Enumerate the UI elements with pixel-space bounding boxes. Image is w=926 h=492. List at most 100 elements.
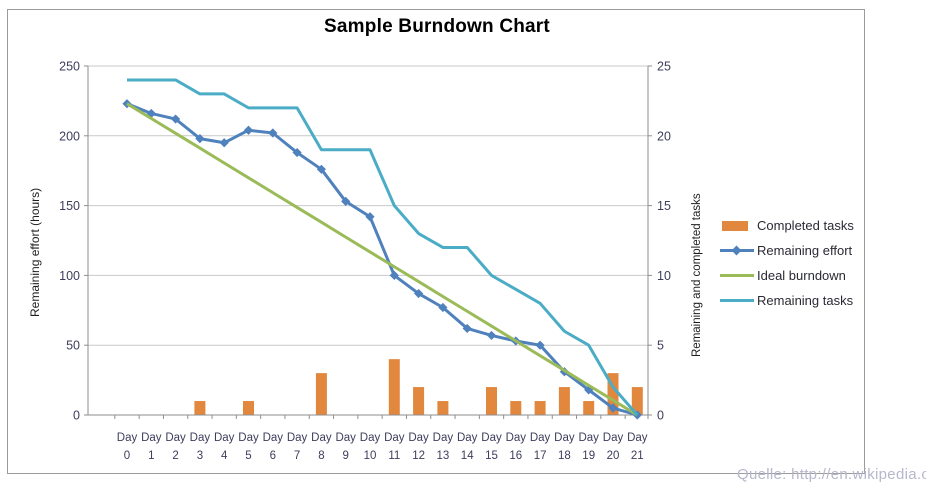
x-axis-label-number: 5 <box>245 450 251 462</box>
remaining-tasks-line <box>127 78 639 416</box>
remaining-effort-marker <box>389 270 399 280</box>
x-axis-label-number: 12 <box>412 450 425 462</box>
bar-completed-tasks <box>315 373 327 415</box>
remaining-effort-marker <box>365 212 375 222</box>
right-axis-tick-label: 10 <box>657 269 671 283</box>
bar-completed-tasks <box>194 401 206 415</box>
x-axis-label-number: 19 <box>582 450 595 462</box>
x-axis-label-word: Day <box>238 432 259 444</box>
remaining-effort-marker <box>195 133 205 144</box>
bar-completed-tasks <box>534 401 546 415</box>
legend-label: Ideal burndown <box>757 268 846 283</box>
x-axis-label-word: Day <box>408 432 429 444</box>
remaining-effort-marker <box>171 114 181 124</box>
x-axis-label-number: 17 <box>534 450 547 462</box>
legend: Completed tasks Remaining effort Ideal b… <box>720 213 854 313</box>
x-axis-label-word: Day <box>457 432 478 444</box>
right-axis-tick-label: 20 <box>657 129 671 143</box>
bar-completed-tasks <box>607 373 619 415</box>
remaining-effort-marker <box>486 330 497 341</box>
x-axis-label-word: Day <box>117 432 138 444</box>
x-axis-label-number: 21 <box>631 450 644 462</box>
chart-title: Sample Burndown Chart <box>324 16 550 37</box>
left-axis-tick-label: 0 <box>73 409 80 423</box>
remaining-effort-marker <box>316 164 326 174</box>
x-axis-label-number: 15 <box>485 450 498 462</box>
left-axis-tick-label: 250 <box>59 60 80 74</box>
ideal-burndown-line <box>126 102 639 417</box>
bar-completed-tasks <box>558 387 570 415</box>
left-axis-title: Remaining effort (hours) <box>28 187 42 317</box>
x-axis-label-word: Day <box>335 432 356 444</box>
remaining-effort-marker <box>608 403 618 413</box>
x-axis-label-word: Day <box>311 432 332 444</box>
left-axis-tick-label: 150 <box>59 199 80 213</box>
x-axis-label-number: 20 <box>607 450 620 462</box>
x-axis-label-word: Day <box>190 432 211 444</box>
right-axis-tick-label: 0 <box>657 409 664 423</box>
source-watermark: Quelle: http://en.wikipedia.org <box>737 466 926 483</box>
x-axis-label-number: 7 <box>294 450 300 462</box>
x-axis-label-number: 14 <box>461 450 474 462</box>
legend-item-completed-tasks: Completed tasks <box>720 213 854 238</box>
remaining-tasks-swatch-icon <box>720 299 754 302</box>
remaining-effort-marker <box>438 302 448 313</box>
x-axis-label-number: 1 <box>148 450 154 462</box>
legend-label: Completed tasks <box>757 218 854 233</box>
x-axis-label-number: 16 <box>509 450 522 462</box>
ideal-burndown-swatch-icon <box>720 274 754 277</box>
x-axis-label-word: Day <box>360 432 381 444</box>
right-axis-title: Remaining and completed tasks <box>691 193 703 357</box>
remaining-effort-marker <box>219 138 229 148</box>
x-axis-label-word: Day <box>627 432 648 444</box>
bar-completed-tasks <box>583 401 595 415</box>
chart-border-frame <box>7 9 865 474</box>
x-axis-label-number: 6 <box>270 450 276 462</box>
remaining-effort-swatch-icon <box>720 245 754 256</box>
x-axis-label-number: 0 <box>124 450 130 462</box>
x-axis-label-number: 2 <box>172 450 178 462</box>
x-axis-label-word: Day <box>506 432 527 444</box>
bar-completed-tasks <box>388 359 400 415</box>
legend-label: Remaining tasks <box>757 293 854 308</box>
right-axis-tick-label: 5 <box>657 339 664 353</box>
x-axis-label-word: Day <box>433 432 454 444</box>
remaining-effort-marker <box>535 340 545 350</box>
x-axis-label-word: Day <box>214 432 235 444</box>
right-axis-tick-label: 15 <box>657 199 671 213</box>
x-axis-label-number: 4 <box>221 450 228 462</box>
remaining-effort-marker <box>292 147 302 158</box>
bar-completed-tasks <box>413 387 425 415</box>
completed-tasks-swatch-icon <box>720 220 754 231</box>
remaining-effort-line <box>126 102 638 417</box>
right-axis-tick-label: 25 <box>657 60 671 74</box>
x-axis-label-word: Day <box>530 432 551 444</box>
remaining-effort-marker <box>243 125 254 135</box>
x-axis-label-word: Day <box>287 432 308 444</box>
x-axis-label-number: 9 <box>342 450 348 462</box>
remaining-effort-marker <box>341 196 351 207</box>
x-axis-label-word: Day <box>384 432 405 444</box>
x-axis-label-word: Day <box>481 432 502 444</box>
remaining-effort-marker <box>584 385 594 395</box>
x-axis-label-number: 10 <box>364 450 377 462</box>
legend-item-ideal-burndown: Ideal burndown <box>720 263 854 288</box>
bar-completed-tasks <box>631 387 643 415</box>
x-axis-label-word: Day <box>263 432 284 444</box>
x-axis-label-word: Day <box>141 432 162 444</box>
x-axis-label-number: 18 <box>558 450 571 462</box>
x-axis-label-number: 3 <box>197 450 203 462</box>
x-axis-label-word: Day <box>165 432 186 444</box>
bar-completed-tasks <box>486 387 497 415</box>
legend-item-remaining-tasks: Remaining tasks <box>720 288 854 313</box>
x-axis-label-number: 11 <box>388 450 400 462</box>
remaining-effort-marker <box>268 128 278 138</box>
left-axis-tick-label: 50 <box>66 339 80 353</box>
x-axis-label-number: 8 <box>318 450 324 462</box>
x-axis-label-word: Day <box>603 432 624 444</box>
x-axis-label-word: Day <box>554 432 575 444</box>
bar-completed-tasks <box>510 401 522 415</box>
legend-item-remaining-effort: Remaining effort <box>720 238 854 263</box>
